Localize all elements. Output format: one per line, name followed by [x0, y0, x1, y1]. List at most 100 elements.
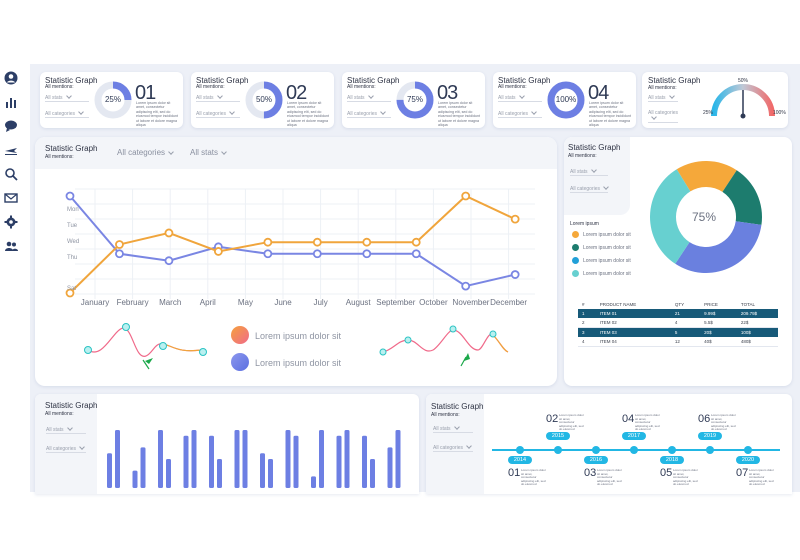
series-blue-point[interactable]	[362, 249, 372, 259]
series-orange-point[interactable]	[461, 191, 471, 201]
card-number: 01	[135, 82, 156, 104]
table-row[interactable]: 2 ITEM 02 4 5.5$ 22$	[578, 318, 778, 328]
table-cell: 4	[670, 318, 701, 328]
series-blue-point[interactable]	[65, 191, 75, 201]
card-number: 02	[286, 82, 307, 104]
series-orange-point[interactable]	[263, 237, 273, 247]
bar[interactable]	[395, 430, 401, 488]
bar[interactable]	[370, 459, 375, 488]
table-header: TOTAL	[740, 302, 755, 307]
bar[interactable]	[191, 430, 197, 488]
panel-subtitle: All mentions:	[45, 411, 74, 417]
stats-select[interactable]: All stats	[190, 148, 250, 157]
stats-select[interactable]: All stats	[46, 425, 86, 434]
timeline-dot	[554, 446, 562, 454]
series-orange-point[interactable]	[213, 247, 223, 256]
bar[interactable]	[132, 470, 138, 488]
bar[interactable]	[183, 435, 189, 488]
bar[interactable]	[319, 430, 324, 488]
mail-icon[interactable]	[3, 190, 19, 206]
timeline-text: Lorem ipsum dolor sit amet, consectetur …	[559, 413, 584, 432]
bar[interactable]	[242, 430, 248, 488]
categories-select[interactable]: All categories	[45, 109, 89, 118]
categories-select[interactable]: All categories	[347, 109, 391, 118]
series-blue-point[interactable]	[461, 281, 471, 291]
stats-select[interactable]: All stats	[498, 93, 542, 102]
donut-arc	[245, 81, 283, 119]
categories-select[interactable]: All categories	[570, 184, 609, 193]
pie-slice[interactable]	[675, 221, 762, 273]
pie-slice[interactable]	[650, 169, 691, 264]
series-blue-point[interactable]	[510, 270, 520, 279]
pie-slice[interactable]	[676, 161, 737, 192]
card-title: Statistic Graph	[347, 76, 400, 85]
panel-subtitle: All mentions:	[45, 154, 74, 160]
bar[interactable]	[234, 430, 240, 488]
bar[interactable]	[140, 447, 146, 488]
table-row[interactable]: 1 ITEM 01 21 9.99$ 209.79$	[578, 309, 778, 318]
bar[interactable]	[209, 435, 214, 488]
table-cell: 12	[670, 337, 701, 347]
card-description: Lorem ipsum dolor sit amet, consectetur …	[287, 101, 329, 128]
series-blue-point[interactable]	[164, 256, 174, 266]
timeline-number: 06	[698, 413, 711, 425]
series-orange-point[interactable]	[164, 228, 174, 238]
bar[interactable]	[362, 435, 367, 488]
bar-chart-icon[interactable]	[3, 94, 19, 110]
series-orange-point[interactable]	[362, 237, 372, 247]
series-orange-point[interactable]	[510, 214, 520, 224]
bar[interactable]	[285, 430, 291, 488]
stats-select[interactable]: All stats	[570, 167, 608, 176]
bar[interactable]	[336, 435, 342, 488]
series-blue-point[interactable]	[312, 249, 322, 259]
series-blue-point[interactable]	[115, 249, 124, 259]
user-icon[interactable]	[3, 70, 19, 86]
pie-slice[interactable]	[722, 170, 762, 225]
card-subtitle: All mentions:	[347, 84, 376, 90]
categories-select[interactable]: All categories	[433, 443, 473, 452]
bar[interactable]	[311, 476, 316, 488]
categories-select[interactable]: All categories	[117, 148, 177, 157]
users-icon[interactable]	[3, 238, 19, 254]
table-cell: 5.5$	[700, 318, 737, 328]
bar[interactable]	[158, 430, 163, 488]
bar[interactable]	[166, 459, 171, 488]
series-orange-point[interactable]	[65, 288, 75, 298]
series-orange-point[interactable]	[411, 237, 421, 247]
bar[interactable]	[115, 430, 120, 488]
categories-select[interactable]: All categories	[46, 444, 86, 453]
stats-select[interactable]: All stats	[648, 93, 678, 102]
stats-select[interactable]: All stats	[196, 93, 240, 102]
categories-select[interactable]: All categories	[498, 109, 542, 118]
bar[interactable]	[107, 453, 112, 488]
card-title: Statistic Graph	[648, 76, 701, 85]
categories-select[interactable]: All categories	[648, 110, 678, 123]
series-orange-point[interactable]	[115, 240, 124, 249]
year-badge: 2015	[546, 432, 570, 440]
timeline-dot	[706, 446, 714, 454]
series-orange-point[interactable]	[312, 237, 322, 247]
series-orange-line	[69, 194, 516, 294]
categories-select[interactable]: All categories	[196, 109, 240, 118]
donut-chart	[245, 81, 283, 119]
bar[interactable]	[387, 447, 393, 488]
bar[interactable]	[260, 453, 265, 488]
stats-select[interactable]: All stats	[45, 93, 89, 102]
series-blue-point[interactable]	[411, 249, 421, 259]
pie-legend-item: Lorem ipsum dolor sit	[572, 244, 631, 251]
gauge-min-label: 25%	[703, 110, 714, 116]
stats-select[interactable]: All stats	[347, 93, 391, 102]
bar[interactable]	[293, 435, 299, 488]
gear-icon[interactable]	[3, 214, 19, 230]
chat-icon[interactable]	[3, 118, 19, 134]
table-row[interactable]: 4 ITEM 04 12 40$ 480$	[578, 337, 778, 347]
plane-icon[interactable]	[3, 142, 19, 158]
bar[interactable]	[217, 459, 222, 488]
stats-select[interactable]: All stats	[433, 424, 473, 433]
table-cell: 2	[578, 318, 596, 328]
bar[interactable]	[268, 459, 273, 488]
bar[interactable]	[344, 430, 350, 488]
search-icon[interactable]	[3, 166, 19, 182]
table-row[interactable]: 3 ITEM 03 5 20$ 100$	[578, 327, 778, 337]
series-blue-point[interactable]	[263, 249, 273, 259]
